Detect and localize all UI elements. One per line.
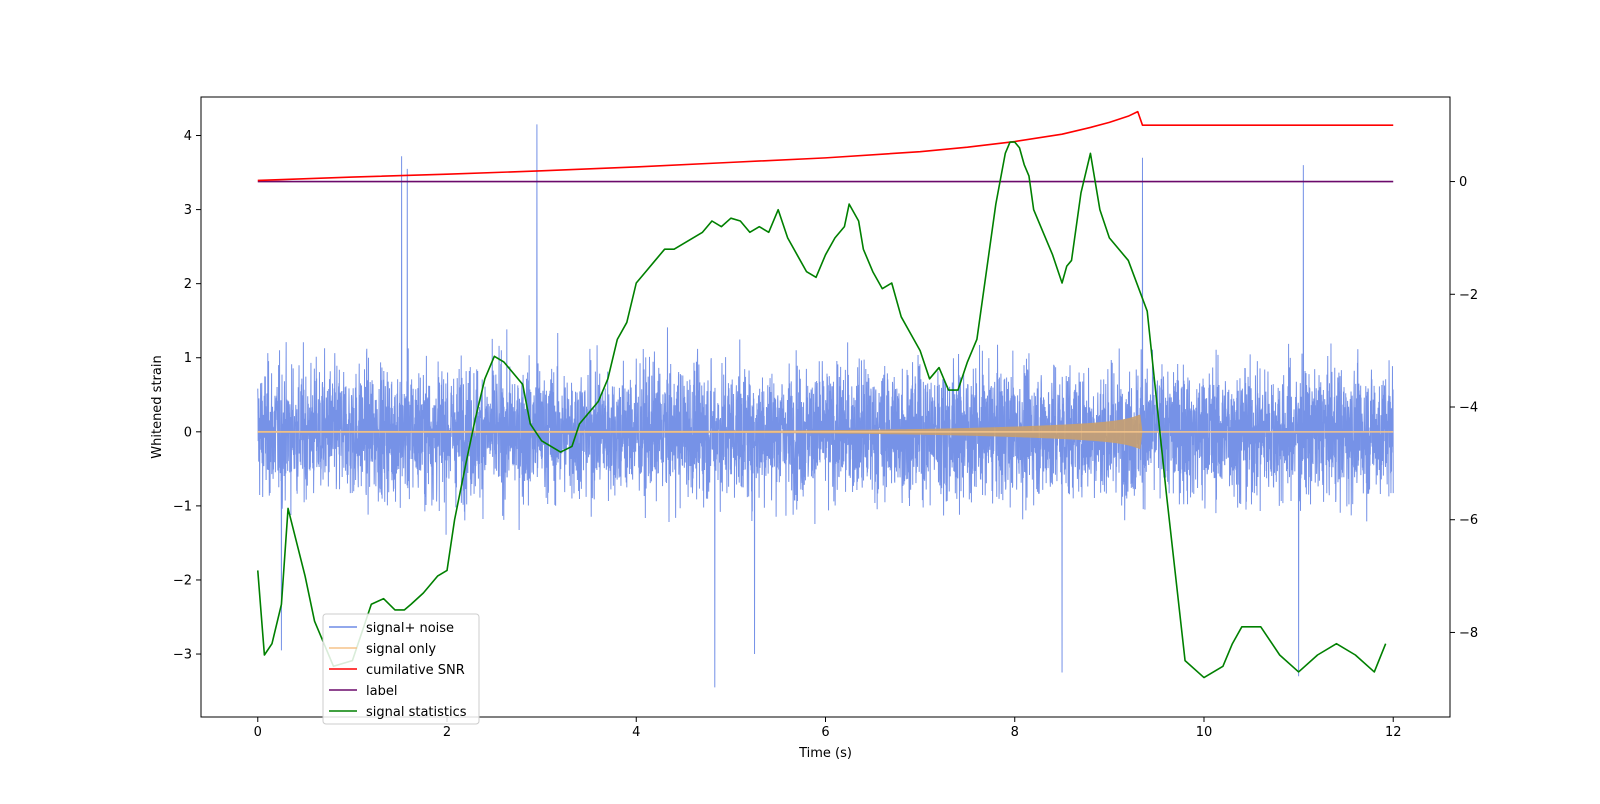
y-left-tick-label: −2 bbox=[173, 573, 192, 588]
y-left-tick-label: 3 bbox=[184, 203, 192, 218]
x-tick-label: 0 bbox=[254, 725, 262, 740]
y-right-tick-label: −4 bbox=[1459, 401, 1478, 416]
y-right-tick-label: −6 bbox=[1459, 513, 1478, 528]
y-axis-label: Whitened strain bbox=[150, 355, 165, 458]
y-left-tick-label: −1 bbox=[173, 499, 192, 514]
series-signal-noise bbox=[257, 124, 1394, 688]
legend-label-label: label bbox=[366, 684, 397, 699]
y-left-tick-label: 1 bbox=[184, 351, 192, 366]
x-tick-label: 8 bbox=[1011, 725, 1019, 740]
legend-label-signal-noise: signal+ noise bbox=[366, 621, 454, 636]
legend-label-signal-statistics: signal statistics bbox=[366, 705, 467, 720]
y-left-tick-label: 2 bbox=[184, 277, 192, 292]
y-left-tick-label: 4 bbox=[184, 129, 192, 144]
y-left-tick-label: −3 bbox=[173, 648, 192, 663]
y-right-tick-label: −2 bbox=[1459, 288, 1478, 303]
x-axis: 0 2 4 6 8 10 12 bbox=[254, 717, 1402, 740]
series-signal-statistics bbox=[256, 141, 1387, 679]
y-right-tick-label: −8 bbox=[1459, 626, 1478, 641]
y-left-tick-label: 0 bbox=[184, 425, 192, 440]
x-axis-label: Time (s) bbox=[798, 746, 852, 761]
y-axis-right: −8 −6 −4 −2 0 bbox=[1450, 175, 1478, 641]
x-tick-label: 4 bbox=[632, 725, 640, 740]
legend-label-signal-only: signal only bbox=[366, 642, 436, 657]
legend: signal+ noise signal only cumilative SNR… bbox=[322, 613, 480, 725]
x-tick-label: 10 bbox=[1196, 725, 1213, 740]
y-right-tick-label: 0 bbox=[1459, 175, 1467, 190]
x-tick-label: 12 bbox=[1385, 725, 1402, 740]
x-tick-label: 6 bbox=[821, 725, 829, 740]
legend-label-cumulative-snr: cumilative SNR bbox=[366, 663, 465, 678]
series-cumulative-snr bbox=[257, 110, 1394, 182]
x-tick-label: 2 bbox=[443, 725, 451, 740]
legend-frame bbox=[322, 613, 480, 725]
series-layer bbox=[256, 110, 1394, 688]
y-axis-left: −3 −2 −1 0 1 2 3 4 bbox=[173, 129, 201, 663]
